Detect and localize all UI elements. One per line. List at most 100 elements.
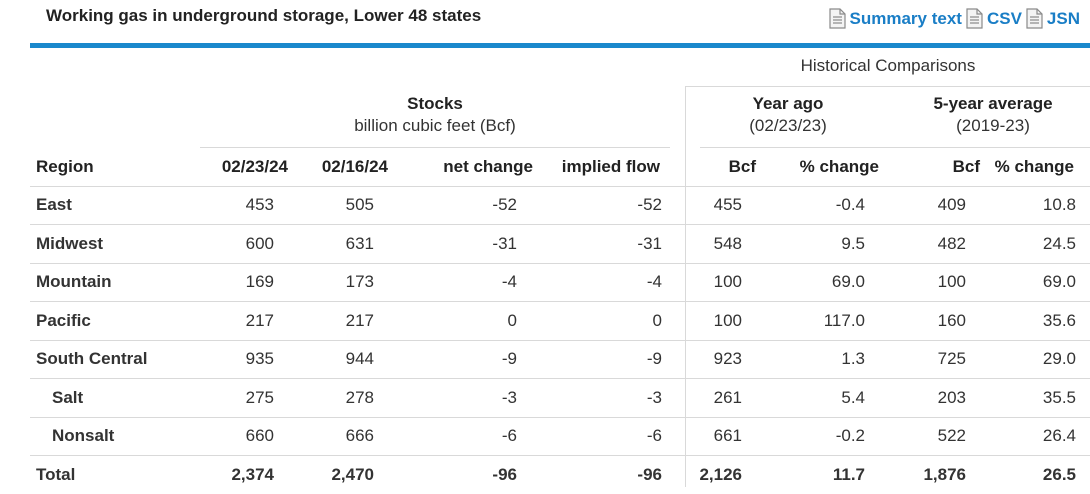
value-cell: 100 — [879, 263, 980, 302]
column-header: net change — [388, 148, 533, 187]
value-cell: -31 — [388, 224, 533, 264]
value-cell: 203 — [879, 378, 980, 418]
region-cell: Nonsalt — [30, 417, 200, 456]
value-cell: 26.5 — [1042, 464, 1076, 484]
value-cell: -96 — [492, 464, 517, 484]
value-cell: 69.0 — [756, 263, 879, 302]
five-year-title: 5-year average — [933, 94, 1053, 113]
region-cell: Mountain — [30, 263, 200, 302]
value-cell: -6 — [388, 417, 533, 456]
value-cell: 522 — [879, 417, 980, 456]
value-cell: 944 — [288, 340, 388, 379]
value-cell: 2,374 — [231, 464, 274, 484]
value-cell: 0 — [388, 301, 533, 341]
value-cell: -52 — [388, 186, 533, 225]
table-row: Salt 275 278 -3 -3 261 5.4 203 35.5 — [30, 378, 1090, 418]
five-year-range: (2019-23) — [956, 116, 1030, 135]
column-header: Bcf — [676, 148, 756, 187]
column-header: 02/23/24 — [200, 148, 288, 187]
value-cell: -0.4 — [756, 186, 879, 225]
summary-text-link[interactable]: Summary text — [828, 8, 962, 29]
value-cell: 666 — [288, 417, 388, 456]
value-cell: 26.4 — [980, 417, 1090, 456]
value-cell: -6 — [533, 417, 676, 456]
value-cell: 100 — [676, 263, 756, 302]
table-row: East 453 505 -52 -52 455 -0.4 409 10.8 — [30, 186, 1090, 225]
value-cell: 117.0 — [756, 301, 879, 341]
value-cell: 217 — [200, 301, 288, 341]
value-cell: 631 — [288, 224, 388, 264]
year-ago-date: (02/23/23) — [749, 116, 827, 135]
value-cell: 5.4 — [756, 378, 879, 418]
document-icon — [828, 8, 846, 29]
table-row: Mountain 169 173 -4 -4 100 69.0 100 69.0 — [30, 263, 1090, 302]
value-cell: -9 — [388, 340, 533, 379]
stocks-heading: Stocks billion cubic feet (Bcf) — [200, 93, 670, 137]
value-cell: -9 — [533, 340, 676, 379]
export-links: Summary text CSV JSN — [828, 8, 1080, 29]
column-header: Bcf — [879, 148, 980, 187]
value-cell: 660 — [200, 417, 288, 456]
value-cell: 661 — [676, 417, 756, 456]
value-cell: -3 — [533, 378, 676, 418]
value-cell: 100 — [676, 301, 756, 341]
value-cell: 173 — [288, 263, 388, 302]
value-cell: 2,470 — [331, 464, 374, 484]
value-cell: 482 — [879, 224, 980, 264]
value-cell: 725 — [879, 340, 980, 379]
value-cell: 160 — [879, 301, 980, 341]
column-header: % change — [756, 148, 879, 187]
column-header: Region — [30, 148, 200, 187]
value-cell: 600 — [200, 224, 288, 264]
summary-text-label: Summary text — [849, 8, 962, 28]
region-cell: Total — [36, 464, 76, 484]
value-cell: -3 — [388, 378, 533, 418]
value-cell: 409 — [879, 186, 980, 225]
value-cell: 9.5 — [756, 224, 879, 264]
region-cell: Pacific — [30, 301, 200, 341]
value-cell: 11.7 — [832, 464, 865, 484]
value-cell: 217 — [288, 301, 388, 341]
value-cell: -31 — [533, 224, 676, 264]
value-cell: 10.8 — [980, 186, 1090, 225]
value-cell: -4 — [533, 263, 676, 302]
value-cell: 505 — [288, 186, 388, 225]
table-row: Pacific 217 217 0 0 100 117.0 160 35.6 — [30, 301, 1090, 341]
stocks-heading-rule — [200, 147, 670, 148]
column-header: implied flow — [533, 148, 676, 187]
region-cell: Midwest — [30, 224, 200, 264]
value-cell: 935 — [200, 340, 288, 379]
value-cell: 0 — [533, 301, 676, 341]
value-cell: 1.3 — [756, 340, 879, 379]
stocks-title: Stocks — [407, 94, 463, 113]
value-cell: -4 — [388, 263, 533, 302]
region-cell: South Central — [30, 340, 200, 379]
value-cell: -0.2 — [756, 417, 879, 456]
historical-comparisons-heading: Historical Comparisons — [800, 56, 976, 75]
value-cell: 69.0 — [980, 263, 1090, 302]
value-cell: 35.5 — [980, 378, 1090, 418]
csv-link[interactable]: CSV — [966, 8, 1022, 29]
column-header: 02/16/24 — [288, 148, 388, 187]
value-cell: 548 — [676, 224, 756, 264]
region-cell: Salt — [30, 378, 200, 418]
table-row: Nonsalt 660 666 -6 -6 661 -0.2 522 26.4 — [30, 417, 1090, 456]
value-cell: 24.5 — [980, 224, 1090, 264]
stocks-unit: billion cubic feet (Bcf) — [354, 116, 516, 135]
csv-label: CSV — [986, 8, 1022, 28]
table-row: Midwest 600 631 -31 -31 548 9.5 482 24.5 — [30, 224, 1090, 264]
table-header-row: Region 02/23/24 02/16/24 net change impl… — [30, 148, 1090, 187]
value-cell: 2,126 — [699, 464, 742, 484]
year-ago-heading: Year ago (02/23/23) — [700, 93, 876, 137]
value-cell: 35.6 — [980, 301, 1090, 341]
historical-divider — [686, 86, 1090, 87]
storage-table: Region 02/23/24 02/16/24 net change impl… — [30, 148, 1090, 494]
document-icon — [1026, 8, 1043, 29]
json-label: JSN — [1046, 8, 1080, 28]
value-cell: 29.0 — [980, 340, 1090, 379]
column-header: % change — [980, 148, 1090, 187]
document-icon — [966, 8, 983, 29]
value-cell: 261 — [676, 378, 756, 418]
json-link[interactable]: JSN — [1026, 8, 1080, 29]
value-cell: 278 — [288, 378, 388, 418]
